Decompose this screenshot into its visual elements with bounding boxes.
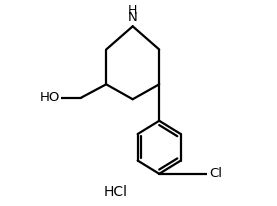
Text: N: N bbox=[128, 11, 138, 24]
Text: H: H bbox=[128, 4, 137, 17]
Text: HCl: HCl bbox=[104, 185, 128, 199]
Text: Cl: Cl bbox=[209, 167, 222, 180]
Text: HO: HO bbox=[39, 91, 60, 104]
